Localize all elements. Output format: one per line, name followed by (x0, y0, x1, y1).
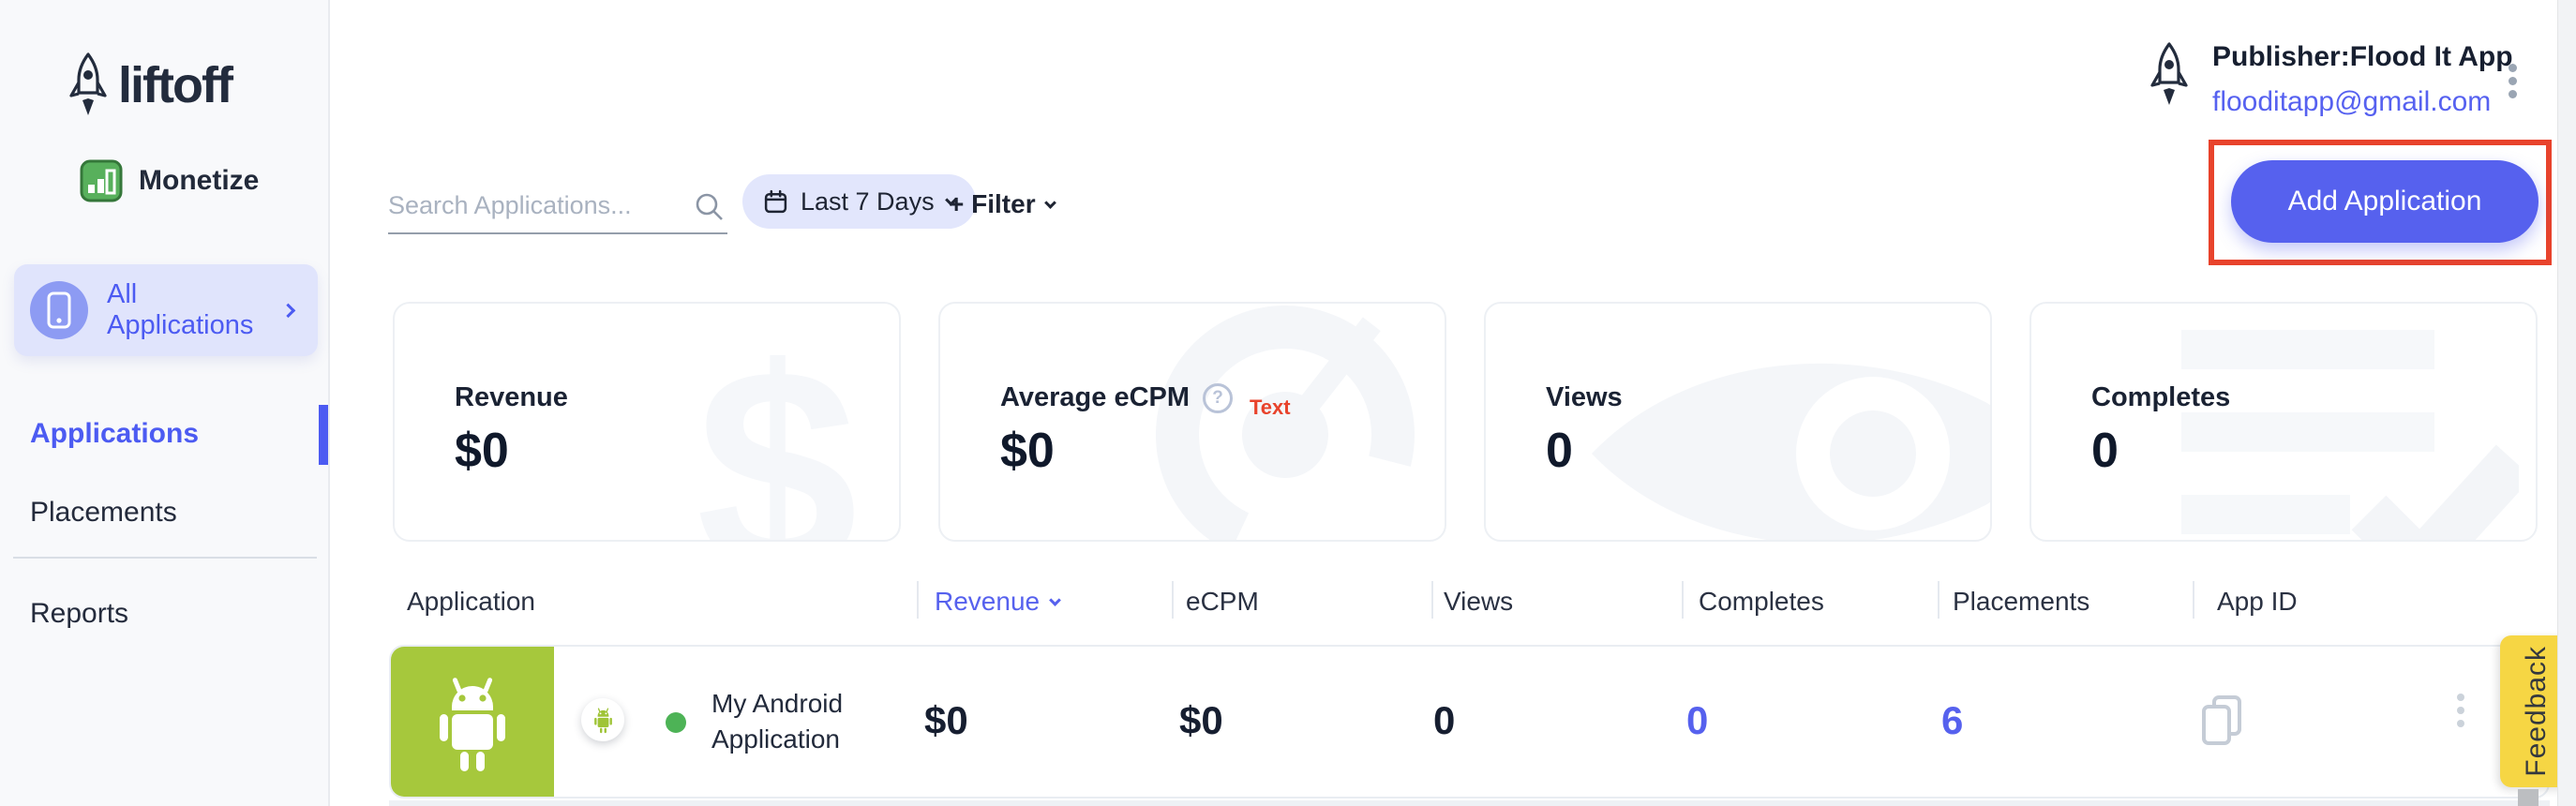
page-scrollbar-track[interactable] (2557, 0, 2576, 806)
stat-card-completes: Completes 0 (2029, 302, 2538, 542)
stat-card-revenue: $ Revenue $0 (393, 302, 901, 542)
rocket-icon (69, 52, 107, 117)
column-header-revenue[interactable]: Revenue (935, 587, 1061, 617)
column-header-placements[interactable]: Placements (1953, 587, 2090, 616)
product-label: Monetize (139, 165, 260, 196)
stat-title: Average eCPM ? (1000, 382, 1234, 413)
sidebar-item-placements[interactable]: Placements (30, 497, 177, 528)
publisher-rocket-icon (2149, 41, 2190, 113)
cell-revenue: $0 (924, 698, 968, 742)
column-divider (917, 581, 919, 619)
overlay-text-label: Text (1250, 396, 1291, 419)
column-divider (1431, 581, 1433, 619)
stat-value: $0 (455, 424, 509, 478)
sort-chevron-down-icon (1049, 593, 1061, 606)
liftoff-logo-text: liftoff (118, 57, 233, 113)
publisher-name: Publisher:Flood It App (2212, 41, 2513, 72)
platform-badge-android (581, 698, 624, 741)
stat-title-text: Average eCPM (1000, 382, 1191, 412)
gauge-watermark-icon (1156, 306, 1415, 540)
row-overflow-menu-icon[interactable] (2457, 694, 2464, 727)
all-applications-label: All Applications (107, 279, 254, 340)
monetize-chart-icon (80, 159, 123, 202)
all-applications-selector[interactable]: All Applications (14, 264, 318, 356)
filter-label: + Filter (949, 189, 1036, 218)
highlight-rectangle (2209, 140, 2552, 265)
sidebar: liftoff Monetize All Applications Applic… (0, 0, 330, 806)
stat-card-average-ecpm: Average eCPM ? Text $0 (938, 302, 1446, 542)
checklist-watermark-icon (2181, 330, 2519, 540)
stat-value: 0 (2091, 424, 2119, 478)
column-header-revenue-text: Revenue (935, 587, 1041, 616)
active-nav-indicator (319, 405, 328, 465)
filter-dropdown[interactable]: + Filter (949, 189, 1056, 219)
sidebar-item-reports[interactable]: Reports (30, 598, 129, 629)
help-icon[interactable]: ? (1203, 382, 1234, 413)
column-header-views[interactable]: Views (1444, 587, 1514, 616)
android-icon (440, 677, 505, 771)
stat-title: Completes (2091, 382, 2231, 412)
app-name-link[interactable]: My Android Application (711, 689, 844, 754)
stat-card-views: Views 0 (1484, 302, 1992, 542)
dollar-watermark-icon: $ (696, 307, 858, 542)
sidebar-item-applications[interactable]: Applications (30, 418, 200, 449)
stat-value: 0 (1546, 424, 1573, 478)
chevron-down-icon (1043, 196, 1056, 209)
search-field (388, 184, 727, 234)
date-range-label: Last 7 Days (801, 187, 935, 216)
inner-scrollbar-thumb[interactable] (2518, 789, 2539, 806)
search-icon[interactable] (694, 191, 726, 228)
table-row-separator (389, 800, 2550, 806)
cell-ecpm: $0 (1179, 698, 1223, 742)
column-header-completes[interactable]: Completes (1699, 587, 1824, 616)
app-icon-android (391, 647, 554, 797)
android-icon (593, 708, 612, 734)
table-row[interactable]: My Android Application $0 $0 0 0 6 (389, 645, 2550, 799)
sidebar-divider (13, 557, 317, 559)
account-overflow-menu-icon[interactable] (2509, 64, 2517, 98)
eye-watermark-icon (1592, 363, 1990, 540)
status-dot-active (666, 712, 686, 733)
feedback-label: Feedback (2521, 646, 2552, 777)
publisher-email-link[interactable]: flooditapp@gmail.com (2212, 86, 2492, 117)
add-application-button[interactable]: Add Application (2231, 160, 2539, 243)
column-header-application[interactable]: Application (407, 587, 535, 616)
column-divider (1682, 581, 1684, 619)
column-divider (1172, 581, 1174, 619)
copy-app-id-icon[interactable] (2198, 694, 2245, 753)
product-badge: Monetize (80, 159, 259, 202)
column-divider (2193, 581, 2194, 619)
cell-completes-link[interactable]: 0 (1686, 698, 1709, 742)
cell-placements-link[interactable]: 6 (1941, 698, 1964, 742)
calendar-icon (764, 189, 787, 213)
search-input[interactable] (388, 184, 686, 227)
column-header-app-id[interactable]: App ID (2217, 587, 2298, 616)
phone-icon (30, 281, 88, 339)
column-header-ecpm[interactable]: eCPM (1186, 587, 1259, 616)
stat-title: Views (1546, 382, 1623, 412)
date-range-dropdown[interactable]: Last 7 Days (742, 174, 976, 229)
stat-title: Revenue (455, 382, 568, 412)
stat-value: $0 (1000, 424, 1055, 478)
cell-views: 0 (1433, 698, 1456, 742)
column-divider (1938, 581, 1939, 619)
liftoff-logo[interactable]: liftoff (67, 52, 233, 119)
